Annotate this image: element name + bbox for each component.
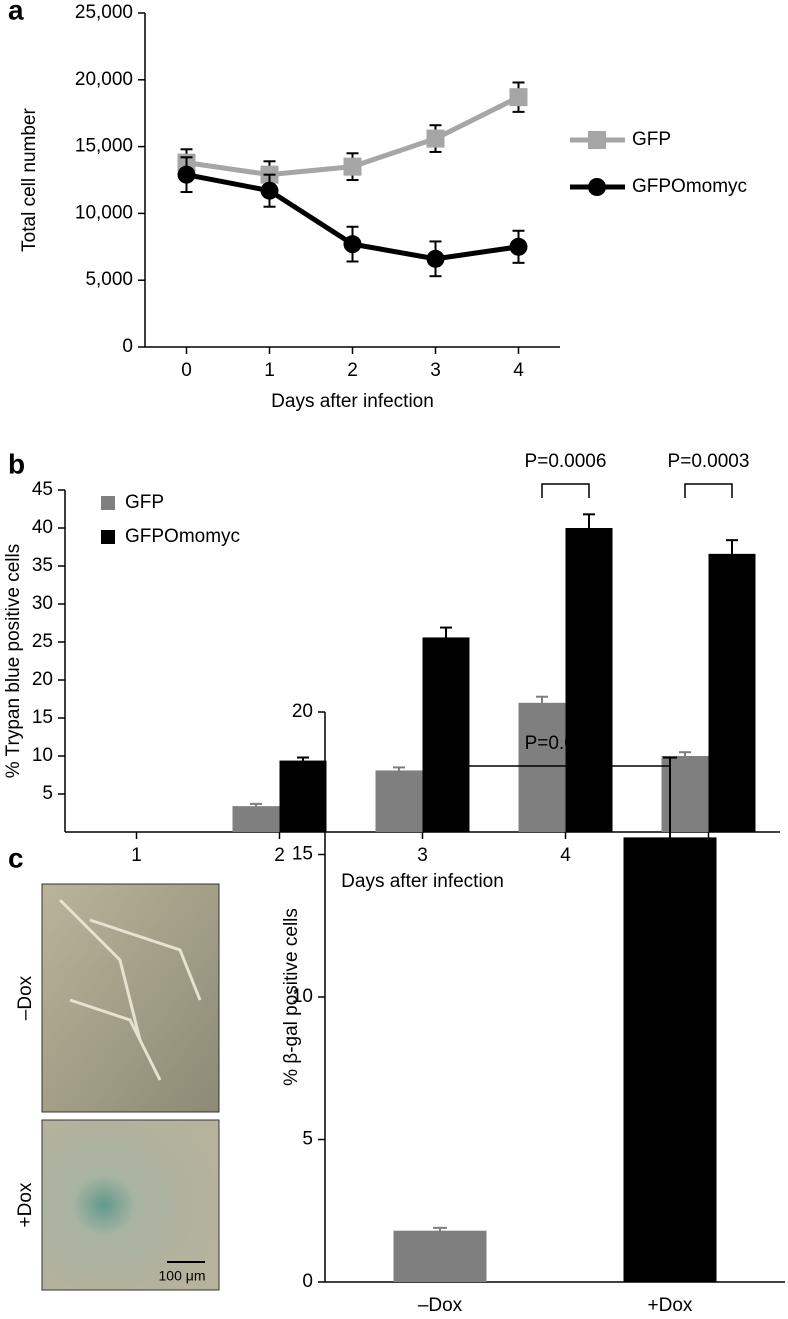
error-bar <box>536 695 548 710</box>
significance-bracket <box>541 483 590 498</box>
error-bar <box>440 626 452 649</box>
x-axis-label: Days after infection <box>341 871 504 892</box>
y-tick-label: 15,000 <box>75 136 133 157</box>
point <box>509 88 528 107</box>
bar <box>375 770 423 832</box>
error-bar <box>393 766 405 775</box>
legend-swatch <box>101 496 115 510</box>
bar <box>279 760 327 832</box>
point <box>426 129 445 148</box>
x-tick-label: 3 <box>417 845 428 866</box>
y-tick-label: 10 <box>32 745 53 766</box>
y-tick-label: 35 <box>32 555 53 576</box>
point <box>260 181 279 200</box>
panel-label: b <box>8 448 25 479</box>
legend-label: GFP <box>125 492 164 513</box>
y-tick-label: 20 <box>32 669 53 690</box>
error-bar <box>583 513 595 543</box>
y-axis-label: % Trypan blue positive cells <box>3 544 24 778</box>
x-tick-label: –Dox <box>418 1295 463 1314</box>
y-tick-label: 20 <box>292 701 313 722</box>
x-tick-label: 4 <box>513 360 524 381</box>
legend-marker <box>588 131 606 149</box>
bar <box>661 756 709 832</box>
y-tick-label: 25,000 <box>75 2 133 23</box>
y-tick-label: 0 <box>122 336 133 357</box>
x-tick-label: +Dox <box>648 1295 693 1314</box>
panel-label: c <box>8 842 24 873</box>
error-bar <box>663 756 677 919</box>
y-tick-label: 40 <box>32 517 53 538</box>
x-tick-label: 2 <box>274 845 285 866</box>
x-tick-label: 2 <box>347 360 358 381</box>
y-tick-label: 15 <box>32 707 53 728</box>
panel-label: a <box>8 0 24 25</box>
legend-label: GFPOmomyc <box>125 526 240 547</box>
bar <box>565 528 613 832</box>
x-tick-label: 0 <box>181 360 192 381</box>
p-value: P=0.0006 <box>525 451 607 472</box>
bar <box>518 702 566 832</box>
p-value: P=0.01 <box>525 733 586 754</box>
error-bar <box>433 1226 447 1235</box>
x-axis-label: Days after infection <box>271 391 434 412</box>
legend-swatch <box>101 530 115 544</box>
y-tick-label: 0 <box>302 1271 313 1292</box>
y-tick-label: 30 <box>32 593 53 614</box>
y-tick-label: 5 <box>42 783 53 804</box>
point <box>426 249 445 268</box>
x-tick-label: 1 <box>131 845 142 866</box>
x-tick-label: 4 <box>560 845 571 866</box>
y-axis-label: % β-gal positive cells <box>281 908 302 1086</box>
legend-label: GFP <box>632 129 671 150</box>
error-bar <box>726 539 738 569</box>
y-tick-label: 5,000 <box>85 269 133 290</box>
micrograph-images <box>41 883 220 1291</box>
point <box>343 157 362 176</box>
point <box>509 237 528 256</box>
legend-marker <box>588 178 606 196</box>
significance-bracket <box>684 483 733 498</box>
y-tick-label: 25 <box>32 631 53 652</box>
significance-bracket <box>439 765 671 782</box>
point <box>343 235 362 254</box>
y-tick-label: 5 <box>302 1129 313 1150</box>
image-label: +Dox <box>15 1182 36 1227</box>
bar <box>232 806 280 832</box>
x-tick-label: 3 <box>430 360 441 381</box>
x-tick-label: 1 <box>264 360 275 381</box>
bar <box>422 637 470 832</box>
y-tick-label: 10 <box>292 986 313 1007</box>
bar <box>393 1230 487 1282</box>
image-label: –Dox <box>15 975 36 1020</box>
error-bar <box>297 756 309 765</box>
scale-bar-label: 100 μm <box>159 1268 206 1284</box>
error-bar <box>250 802 262 810</box>
legend-label: GFPOmomyc <box>632 176 747 197</box>
p-value: P=0.0003 <box>668 451 750 472</box>
error-bar <box>679 751 691 761</box>
y-tick-label: 45 <box>32 479 53 500</box>
y-axis-label: Total cell number <box>19 108 40 252</box>
y-tick-label: 20,000 <box>75 69 133 90</box>
y-tick-label: 15 <box>292 844 313 865</box>
cell-outlines <box>58 898 202 1081</box>
bar <box>708 553 756 832</box>
point <box>177 165 196 184</box>
y-tick-label: 10,000 <box>75 202 133 223</box>
image-plus-dox <box>41 1119 220 1291</box>
